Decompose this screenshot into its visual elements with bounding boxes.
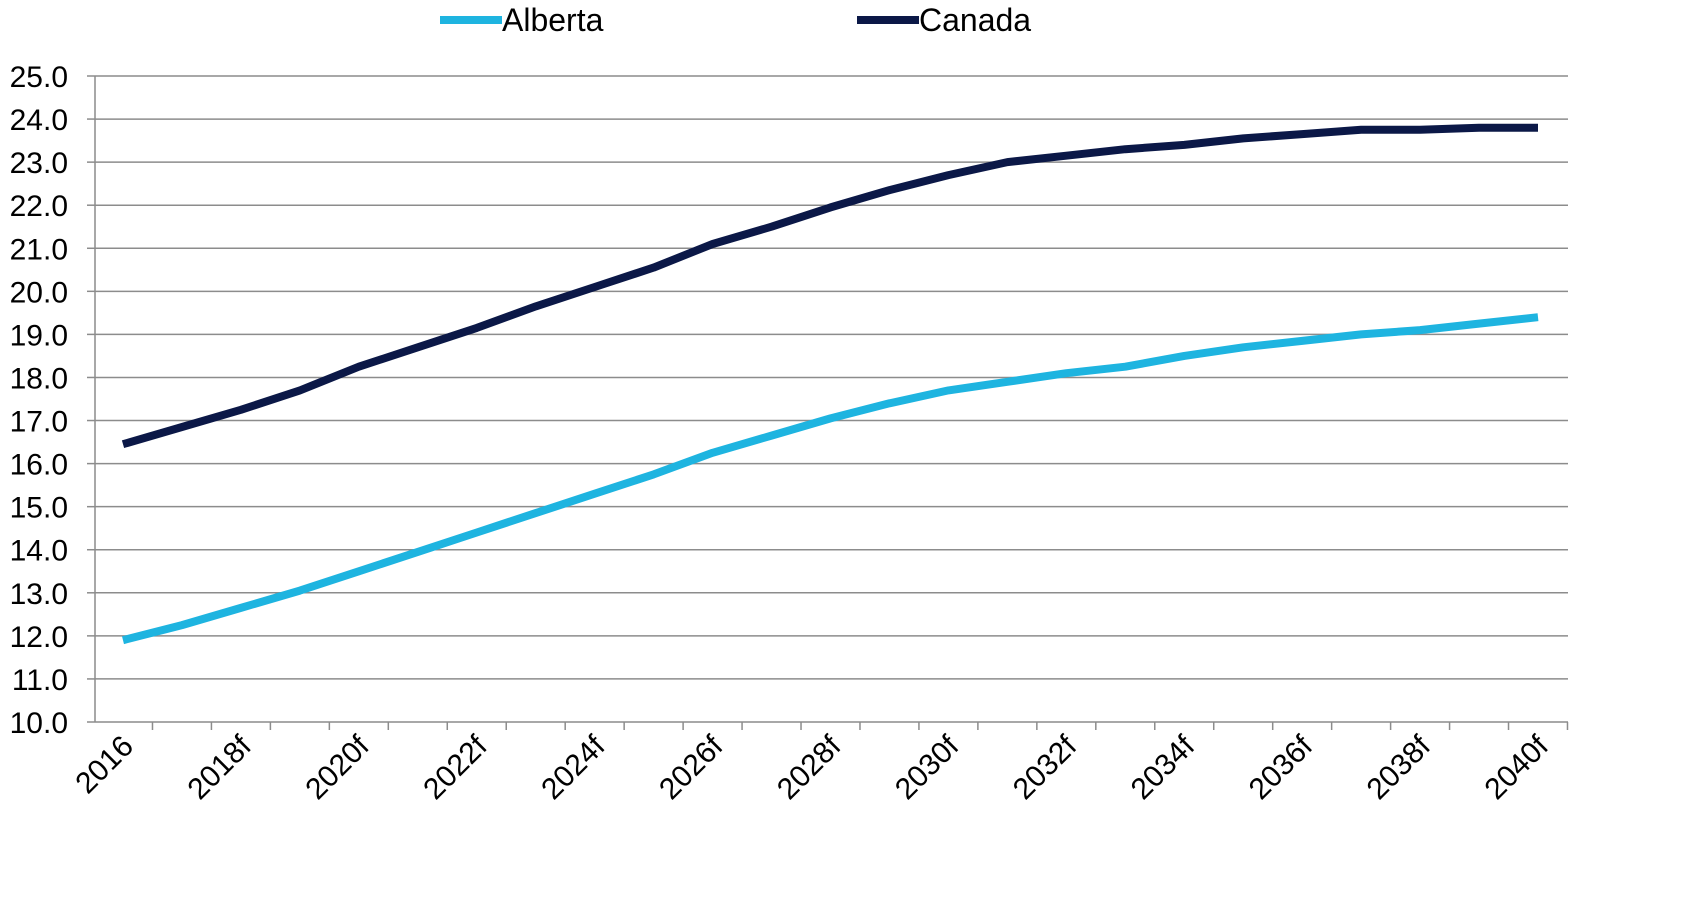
x-tick-label: 2036f <box>1243 729 1320 806</box>
x-tick-label: 2034f <box>1125 729 1202 806</box>
legend-label-alberta: Alberta <box>502 2 604 38</box>
legend-swatch-canada <box>857 16 919 24</box>
y-tick-label: 24.0 <box>10 104 68 137</box>
x-tick-label: 2030f <box>889 729 966 806</box>
x-tick-label: 2040f <box>1479 729 1556 806</box>
x-tick-label: 2016 <box>69 730 140 801</box>
x-tick-label: 2028f <box>771 729 848 806</box>
y-tick-label: 20.0 <box>10 276 68 309</box>
x-tick-label: 2022f <box>417 729 494 806</box>
series-lines <box>121 123 1539 645</box>
y-tick-label: 12.0 <box>10 621 68 654</box>
x-tick-label: 2024f <box>535 729 612 806</box>
legend-swatch-alberta <box>440 16 502 24</box>
y-tick-label: 18.0 <box>10 362 68 395</box>
x-tick-label: 2032f <box>1007 729 1084 806</box>
y-tick-label: 10.0 <box>10 707 68 740</box>
x-tick-label: 2038f <box>1361 729 1438 806</box>
legend-item-alberta: Alberta <box>440 2 603 38</box>
y-tick-label: 15.0 <box>10 492 68 525</box>
y-tick-label: 19.0 <box>10 319 68 352</box>
y-tick-label: 22.0 <box>10 190 68 223</box>
x-tick-label: 2018f <box>181 729 258 806</box>
series-line-alberta <box>122 313 1539 645</box>
y-tick-label: 25.0 <box>10 61 68 94</box>
y-tick-label: 21.0 <box>10 233 68 266</box>
chart-legend: Alberta Canada <box>0 0 1706 40</box>
y-tick-label: 23.0 <box>10 147 68 180</box>
x-tick-labels: 2016 2018f 2020f 2022f 2024f 2026f 2028f 2030f 2… <box>69 729 1555 806</box>
y-tick-label: 11.0 <box>12 664 68 697</box>
y-tick-label: 16.0 <box>10 449 68 482</box>
y-tick-label: 13.0 <box>10 578 68 611</box>
series-line-canada <box>121 123 1538 449</box>
axes <box>87 75 1569 730</box>
y-tick-label: 17.0 <box>10 406 68 439</box>
legend-label-canada: Canada <box>919 2 1032 38</box>
x-tick-label: 2020f <box>299 729 376 806</box>
legend-item-canada: Canada <box>857 2 1031 38</box>
x-tick-label: 2026f <box>653 729 730 806</box>
y-tick-label: 14.0 <box>10 535 68 568</box>
y-tick-labels: 10.0 11.0 12.0 13.0 14.0 15.0 16.0 17.0 18.0 19.0… <box>10 61 68 740</box>
